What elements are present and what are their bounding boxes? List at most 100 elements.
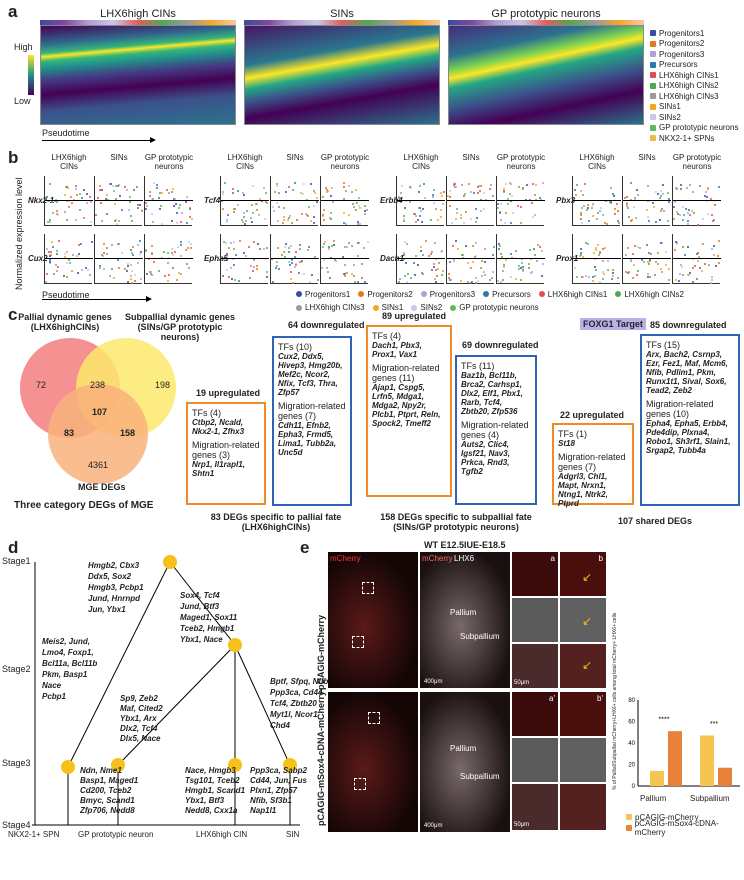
scatter-point: [75, 193, 78, 196]
scatter-point: [327, 247, 330, 250]
scatter-point: [303, 272, 306, 275]
scatter-point: [469, 191, 472, 194]
scatter-point: [462, 253, 465, 256]
scatter-point: [98, 188, 101, 191]
scatter-point: [504, 212, 507, 215]
scatter-point: [256, 202, 259, 205]
scatter-point: [266, 202, 269, 205]
scatter-point: [345, 246, 348, 249]
scatter-point: [226, 254, 229, 257]
scatter-point: [599, 280, 602, 283]
scatter-point: [433, 262, 436, 265]
scatter-point: [261, 200, 264, 203]
scatter-point: [710, 197, 713, 200]
scatter-point: [528, 267, 531, 270]
scatter-point: [497, 203, 500, 206]
scatter-point: [580, 252, 583, 255]
scatter-point: [253, 258, 256, 261]
scatter-point: [51, 240, 54, 243]
scalebar-50: 50μm: [514, 822, 530, 828]
scatter-point: [175, 222, 178, 225]
y-tick-label: 60: [628, 720, 635, 726]
scatter-point: [597, 253, 600, 256]
scatter-point: [488, 188, 491, 191]
scatter-plot: [320, 234, 369, 284]
scatter-point: [499, 219, 502, 222]
scatter-point: [356, 201, 359, 204]
scatter-point: [124, 267, 127, 270]
scatter-point: [179, 204, 182, 207]
scatter-point: [616, 219, 619, 222]
scatter-point: [65, 185, 68, 188]
scatter-point: [127, 281, 130, 284]
trend-line: [221, 258, 269, 259]
col3-down-title: 85 downregulated: [650, 320, 727, 330]
legend-swatch: [626, 814, 632, 821]
scatter-point: [654, 274, 657, 277]
scatter-point: [592, 251, 595, 254]
scatter-point: [441, 273, 444, 276]
scatter-point: [585, 241, 588, 244]
scatter-point: [629, 182, 632, 185]
scatter-point: [452, 184, 455, 187]
scatter-point: [677, 279, 680, 282]
legend-item: Progenitors1: [296, 289, 350, 300]
scatter-point: [179, 241, 182, 244]
scatter-point: [497, 207, 500, 210]
scatter-point: [688, 184, 691, 187]
scatter-point: [520, 262, 523, 265]
scatter-point: [417, 207, 420, 210]
scatter-point: [265, 275, 268, 278]
venn-198: 198: [155, 380, 171, 390]
scatter-point: [536, 243, 539, 246]
legend-item: GP prototypic neurons: [450, 303, 539, 314]
col2-mig-d: Migration-related genes (4): [461, 420, 529, 440]
venn-caption: Three category DEGs of MGE: [14, 500, 154, 511]
scatter-point: [313, 222, 316, 225]
scatter-point: [479, 184, 482, 187]
scatter-point: [188, 207, 191, 210]
scatter-point: [581, 221, 584, 224]
scatter-point: [626, 272, 629, 275]
scatter-point: [166, 262, 169, 265]
scatter-point: [163, 274, 166, 277]
col1-down-title: 64 downregulated: [288, 320, 365, 330]
scatter-point: [331, 186, 334, 189]
venn-subpallial-label: Subpallial dynamic genes (SINs/GP protot…: [124, 312, 236, 342]
scatter-plot: [622, 234, 671, 284]
scatter-point: [366, 241, 369, 244]
gene-label: Tcf4: [204, 196, 221, 205]
scatter-point: [530, 270, 533, 273]
legend-label: Progenitors3: [429, 289, 476, 299]
scatter-point: [704, 195, 707, 198]
scatter-point: [316, 201, 319, 204]
scatter-point: [710, 279, 713, 282]
scatter-point: [72, 254, 75, 257]
scatter-point: [355, 209, 358, 212]
scatter-point: [448, 190, 451, 193]
scatter-point: [329, 211, 332, 214]
col3-down-box: TFs (15) Arx, Bach2, Csrnp3, Ezr, Fez1, …: [640, 334, 740, 506]
scatter-point: [413, 262, 416, 265]
scatter-point: [63, 275, 66, 278]
scatter-point: [455, 185, 458, 188]
scatter-point: [648, 220, 651, 223]
scatter-point: [483, 273, 486, 276]
scatter-point: [283, 215, 285, 218]
scatter-point: [256, 264, 259, 267]
scatter-point: [290, 221, 293, 224]
scatter-point: [533, 214, 536, 217]
scatter-point: [159, 207, 162, 210]
scatter-point: [48, 220, 51, 223]
scatter-point: [421, 221, 424, 224]
scatter-point: [275, 267, 278, 270]
scatter-point: [460, 213, 462, 216]
scatter-point: [491, 271, 494, 274]
trend-line: [145, 200, 193, 201]
col1-tfs-d: TFs (10): [278, 342, 313, 352]
scatter-point: [522, 270, 525, 273]
scatter-point: [404, 261, 407, 264]
scatter-point: [291, 281, 294, 284]
scatter-point: [430, 252, 433, 255]
scatter-point: [75, 255, 78, 257]
